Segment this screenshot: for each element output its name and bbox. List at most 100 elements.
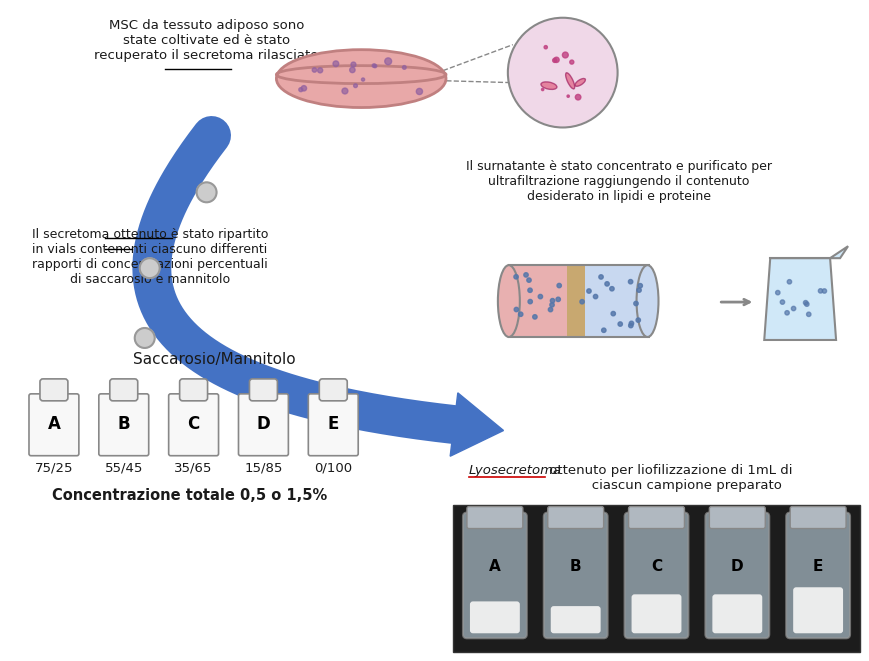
Circle shape [196, 182, 216, 202]
FancyBboxPatch shape [169, 394, 218, 455]
Circle shape [353, 84, 357, 88]
Circle shape [507, 18, 617, 128]
Text: Il secretoma ottenuto è stato ripartito
in vials contenenti ciascuno differenti
: Il secretoma ottenuto è stato ripartito … [31, 228, 268, 286]
Circle shape [518, 312, 522, 317]
FancyBboxPatch shape [40, 379, 68, 401]
Text: Concentrazione totale 0,5 o 1,5%: Concentrazione totale 0,5 o 1,5% [52, 488, 327, 502]
FancyBboxPatch shape [708, 506, 765, 529]
Circle shape [569, 60, 574, 64]
Ellipse shape [574, 79, 585, 87]
Circle shape [514, 274, 518, 279]
Polygon shape [449, 393, 503, 456]
Circle shape [617, 322, 621, 327]
Circle shape [402, 65, 406, 69]
Circle shape [593, 294, 597, 299]
Circle shape [804, 302, 808, 306]
FancyBboxPatch shape [547, 506, 603, 529]
Text: A: A [488, 559, 501, 574]
Circle shape [779, 300, 784, 304]
Circle shape [580, 299, 584, 304]
FancyBboxPatch shape [179, 379, 208, 401]
Circle shape [636, 288, 640, 292]
Circle shape [784, 311, 788, 315]
Circle shape [140, 258, 160, 278]
Circle shape [627, 280, 632, 284]
Circle shape [791, 306, 795, 311]
Circle shape [609, 287, 614, 291]
Circle shape [598, 275, 602, 279]
Circle shape [543, 46, 547, 49]
Circle shape [635, 318, 640, 323]
Text: 35/65: 35/65 [174, 461, 213, 475]
Circle shape [554, 58, 559, 63]
Text: B: B [569, 559, 580, 574]
FancyBboxPatch shape [712, 594, 761, 633]
Ellipse shape [636, 265, 658, 337]
Circle shape [601, 328, 606, 332]
Text: 55/45: 55/45 [104, 461, 143, 475]
Circle shape [416, 89, 422, 95]
Text: 75/25: 75/25 [35, 461, 73, 475]
Circle shape [527, 299, 532, 304]
Text: C: C [187, 415, 200, 433]
FancyBboxPatch shape [631, 594, 680, 633]
FancyBboxPatch shape [109, 379, 137, 401]
FancyBboxPatch shape [249, 379, 277, 401]
FancyBboxPatch shape [508, 265, 575, 337]
Circle shape [802, 301, 807, 305]
Ellipse shape [497, 265, 520, 337]
Text: 15/85: 15/85 [244, 461, 282, 475]
FancyBboxPatch shape [575, 265, 647, 337]
Text: A: A [48, 415, 60, 433]
Circle shape [538, 294, 542, 299]
Text: D: D [256, 415, 270, 433]
FancyBboxPatch shape [566, 265, 584, 337]
Circle shape [372, 64, 375, 67]
Circle shape [806, 312, 810, 317]
Circle shape [786, 280, 791, 284]
Circle shape [549, 303, 554, 307]
Text: E: E [812, 559, 822, 574]
FancyBboxPatch shape [467, 506, 522, 529]
Polygon shape [763, 258, 835, 340]
FancyBboxPatch shape [99, 394, 149, 455]
Circle shape [349, 67, 355, 73]
Ellipse shape [541, 82, 556, 89]
Circle shape [547, 307, 552, 312]
Circle shape [333, 61, 338, 67]
FancyBboxPatch shape [793, 587, 842, 633]
Text: D: D [730, 559, 743, 574]
Circle shape [373, 65, 376, 67]
Circle shape [317, 68, 322, 73]
Circle shape [135, 328, 155, 348]
FancyBboxPatch shape [308, 394, 358, 455]
Circle shape [628, 321, 633, 326]
FancyBboxPatch shape [705, 512, 768, 639]
Circle shape [541, 89, 543, 91]
Circle shape [628, 323, 633, 328]
Circle shape [561, 52, 567, 58]
Circle shape [523, 273, 527, 277]
Circle shape [567, 95, 568, 97]
Polygon shape [829, 246, 847, 258]
Circle shape [552, 58, 556, 62]
FancyBboxPatch shape [319, 379, 347, 401]
Circle shape [555, 297, 560, 301]
Circle shape [634, 301, 638, 305]
Circle shape [586, 289, 591, 293]
Text: Lyosecretoma: Lyosecretoma [468, 463, 561, 477]
Circle shape [384, 58, 391, 65]
Circle shape [350, 62, 355, 67]
Circle shape [556, 284, 561, 288]
FancyBboxPatch shape [29, 394, 79, 455]
Circle shape [527, 278, 531, 282]
Circle shape [818, 289, 822, 293]
Ellipse shape [565, 73, 574, 89]
Circle shape [604, 282, 608, 286]
Circle shape [527, 288, 532, 292]
Circle shape [298, 88, 302, 92]
Text: B: B [117, 415, 130, 433]
Circle shape [532, 315, 536, 319]
FancyBboxPatch shape [238, 394, 288, 455]
Circle shape [610, 311, 614, 316]
